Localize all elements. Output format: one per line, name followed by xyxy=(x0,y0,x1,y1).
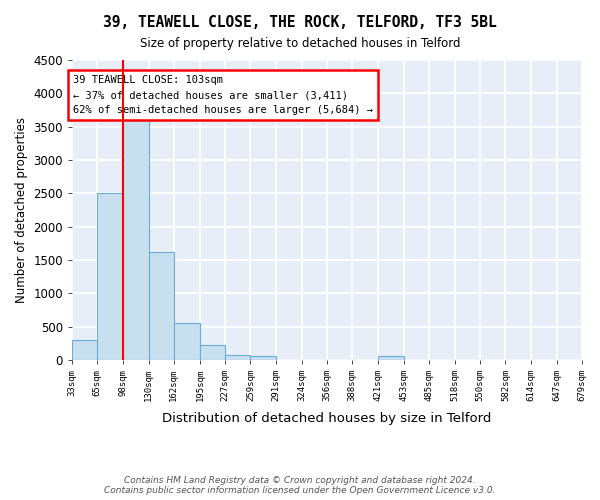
Bar xyxy=(250,356,275,360)
Text: 39, TEAWELL CLOSE, THE ROCK, TELFORD, TF3 5BL: 39, TEAWELL CLOSE, THE ROCK, TELFORD, TF… xyxy=(103,15,497,30)
Text: 39 TEAWELL CLOSE: 103sqm
← 37% of detached houses are smaller (3,411)
62% of sem: 39 TEAWELL CLOSE: 103sqm ← 37% of detach… xyxy=(73,76,373,115)
Bar xyxy=(225,354,250,360)
Y-axis label: Number of detached properties: Number of detached properties xyxy=(15,117,28,303)
Bar xyxy=(379,356,404,360)
X-axis label: Distribution of detached houses by size in Telford: Distribution of detached houses by size … xyxy=(163,412,491,426)
Bar xyxy=(124,106,149,360)
Bar xyxy=(174,322,200,360)
Text: Size of property relative to detached houses in Telford: Size of property relative to detached ho… xyxy=(140,38,460,51)
Text: Contains HM Land Registry data © Crown copyright and database right 2024.
Contai: Contains HM Land Registry data © Crown c… xyxy=(104,476,496,495)
Bar xyxy=(72,340,97,360)
Bar xyxy=(200,344,225,360)
Bar xyxy=(149,252,174,360)
Bar xyxy=(97,194,124,360)
